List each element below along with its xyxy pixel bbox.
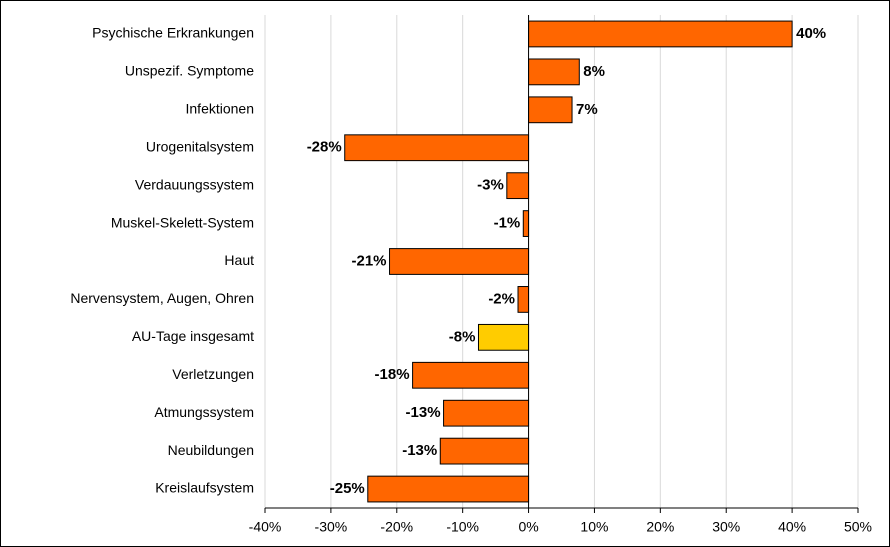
bar [439,437,530,465]
bar [389,248,530,275]
x-tick-label: -10% [446,519,479,535]
value-label: 40% [796,25,826,42]
y-tick-label: Muskel-Skelett-System [111,214,254,230]
y-tick-label: Kreislaufsystem [155,480,254,496]
x-tick-label: 0% [518,519,538,535]
bar [528,58,580,86]
x-tick-label: 30% [712,519,740,535]
value-label: -8% [449,328,476,345]
bar [528,20,793,48]
bar [477,323,530,351]
value-label: -2% [488,290,515,307]
y-tick-label: Nervensystem, Augen, Ohren [70,290,254,306]
bar [522,210,530,237]
y-tick-label: Infektionen [186,101,255,117]
value-label: -1% [494,215,521,232]
x-tick-label: -20% [380,519,413,535]
y-tick-label: AU-Tage insgesamt [132,328,254,344]
value-label: 8% [583,63,605,80]
bar [517,286,530,313]
x-tick-label: 20% [646,519,674,535]
bar [367,475,530,503]
x-tick-label: -30% [315,519,348,535]
value-label: -28% [307,139,342,156]
value-label: -13% [406,404,441,421]
bar [412,361,530,389]
x-tick-label: 10% [580,519,608,535]
bar [443,399,530,427]
y-tick-label: Haut [224,252,254,268]
bar [528,96,573,124]
y-tick-label: Urogenitalsystem [146,138,254,154]
value-label: -18% [375,366,410,383]
x-tick-label: 40% [778,519,806,535]
y-tick-label: Verletzungen [172,366,254,382]
value-label: -3% [477,177,504,194]
bar [344,134,530,162]
x-tick-label: 50% [844,519,872,535]
y-tick-label: Verdauungssystem [135,176,254,192]
value-label: 7% [576,101,598,118]
y-tick-label: Atmungssystem [154,404,254,420]
y-tick-label: Unspezif. Symptome [125,63,254,79]
y-tick-label: Psychische Erkrankungen [92,25,254,41]
value-label: -13% [402,442,437,459]
x-tick-label: -40% [249,519,282,535]
bar [506,172,530,200]
value-label: -25% [330,480,365,497]
y-tick-label: Neubildungen [168,442,254,458]
value-label: -21% [351,252,386,269]
